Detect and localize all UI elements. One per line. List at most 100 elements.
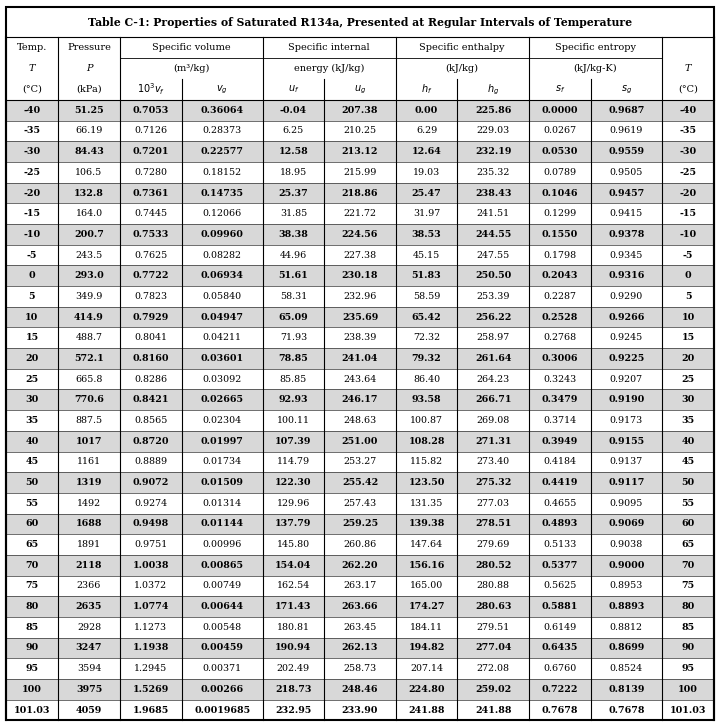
Text: 3247: 3247 [76, 644, 102, 652]
Text: 100.11: 100.11 [277, 416, 310, 425]
Bar [6, 369, 714, 390]
Text: 85.85: 85.85 [280, 374, 307, 384]
Text: 86.40: 86.40 [413, 374, 440, 384]
Text: 85: 85 [682, 623, 695, 632]
Text: 0.4893: 0.4893 [541, 519, 578, 529]
Text: 258.97: 258.97 [477, 333, 510, 342]
Text: 232.96: 232.96 [343, 292, 377, 301]
Text: $u_g$: $u_g$ [354, 83, 366, 96]
Text: 0.8565: 0.8565 [134, 416, 168, 425]
Text: 65.09: 65.09 [279, 313, 308, 321]
Text: 0.7126: 0.7126 [134, 127, 167, 135]
Text: 25.37: 25.37 [279, 188, 308, 198]
Text: 0.4184: 0.4184 [543, 458, 576, 466]
Text: 0.18152: 0.18152 [202, 168, 242, 177]
Text: 255.42: 255.42 [342, 478, 378, 487]
Text: 115.82: 115.82 [410, 458, 443, 466]
Text: 218.73: 218.73 [275, 685, 312, 694]
Text: 0.01734: 0.01734 [202, 458, 242, 466]
Text: -40: -40 [23, 106, 40, 115]
Text: 2928: 2928 [77, 623, 101, 632]
Text: Pressure: Pressure [67, 43, 111, 52]
Text: 0.9290: 0.9290 [610, 292, 643, 301]
Text: 1688: 1688 [76, 519, 102, 529]
Text: 4059: 4059 [76, 706, 102, 715]
Text: 92.93: 92.93 [279, 395, 308, 404]
Text: $v_g$: $v_g$ [216, 83, 228, 96]
Text: 100: 100 [22, 685, 42, 694]
Text: 0.2528: 0.2528 [541, 313, 578, 321]
Text: 20: 20 [25, 354, 39, 363]
Text: 0.02304: 0.02304 [202, 416, 242, 425]
Bar [6, 699, 714, 720]
Bar [6, 245, 714, 266]
Text: -30: -30 [23, 147, 40, 156]
Text: -5: -5 [27, 251, 37, 260]
Text: 165.00: 165.00 [410, 581, 444, 591]
Text: 0.7929: 0.7929 [132, 313, 169, 321]
Text: 51.61: 51.61 [279, 272, 308, 280]
Text: 0.9266: 0.9266 [608, 313, 644, 321]
Text: 253.27: 253.27 [343, 458, 377, 466]
Text: 38.53: 38.53 [412, 230, 441, 239]
Text: (kJ/kg): (kJ/kg) [446, 64, 479, 73]
Text: 247.55: 247.55 [477, 251, 510, 260]
Bar [6, 493, 714, 513]
Bar [6, 513, 714, 534]
Text: 235.69: 235.69 [342, 313, 378, 321]
Text: 0.9505: 0.9505 [610, 168, 643, 177]
Text: 269.08: 269.08 [477, 416, 510, 425]
Text: 0.9038: 0.9038 [610, 540, 643, 549]
Text: Specific enthalpy: Specific enthalpy [420, 43, 505, 52]
Text: 0.9072: 0.9072 [132, 478, 169, 487]
Bar [6, 100, 714, 121]
Bar [6, 307, 714, 327]
Text: $h_f$: $h_f$ [421, 83, 432, 96]
Text: 0.6760: 0.6760 [543, 664, 576, 673]
Text: 0.04211: 0.04211 [202, 333, 242, 342]
Text: 0.09960: 0.09960 [201, 230, 243, 239]
Text: 0.9173: 0.9173 [610, 416, 643, 425]
Text: 44.96: 44.96 [280, 251, 307, 260]
Text: 2635: 2635 [76, 602, 102, 611]
Text: 1.9685: 1.9685 [132, 706, 169, 715]
Text: 38.38: 38.38 [279, 230, 308, 239]
Text: 3975: 3975 [76, 685, 102, 694]
Bar [6, 658, 714, 679]
Text: 0.9559: 0.9559 [608, 147, 644, 156]
Text: 65: 65 [25, 540, 38, 549]
Text: 258.73: 258.73 [343, 664, 377, 673]
Bar [6, 576, 714, 597]
Text: 145.80: 145.80 [277, 540, 310, 549]
Text: 35: 35 [25, 416, 38, 425]
Text: Specific entropy: Specific entropy [555, 43, 636, 52]
Text: 0.04947: 0.04947 [201, 313, 243, 321]
Text: 210.25: 210.25 [343, 127, 377, 135]
Bar [6, 534, 714, 555]
Text: 0.5133: 0.5133 [543, 540, 577, 549]
Text: -20: -20 [680, 188, 697, 198]
Text: 75: 75 [25, 581, 38, 591]
Text: 0.9190: 0.9190 [608, 395, 644, 404]
Text: 0.06934: 0.06934 [201, 272, 243, 280]
Text: 770.6: 770.6 [74, 395, 104, 404]
Text: $s_g$: $s_g$ [621, 83, 632, 96]
Text: 349.9: 349.9 [76, 292, 103, 301]
Text: 277.03: 277.03 [477, 499, 510, 508]
Text: Specific internal: Specific internal [288, 43, 370, 52]
Text: 278.51: 278.51 [475, 519, 511, 529]
Text: 0.03092: 0.03092 [202, 374, 242, 384]
Text: 241.04: 241.04 [342, 354, 378, 363]
Text: energy (kJ/kg): energy (kJ/kg) [294, 64, 364, 73]
Text: $s_f$: $s_f$ [554, 83, 565, 96]
Text: 95: 95 [682, 664, 695, 673]
Text: 0.3949: 0.3949 [541, 437, 578, 446]
Text: 129.96: 129.96 [276, 499, 310, 508]
Text: -0.04: -0.04 [280, 106, 307, 115]
Text: 0.0267: 0.0267 [543, 127, 576, 135]
Bar [6, 472, 714, 493]
Text: (kJ/kg-K): (kJ/kg-K) [574, 64, 617, 73]
Bar [6, 411, 714, 431]
Text: 0.9117: 0.9117 [608, 478, 644, 487]
Text: (°C): (°C) [22, 85, 42, 94]
